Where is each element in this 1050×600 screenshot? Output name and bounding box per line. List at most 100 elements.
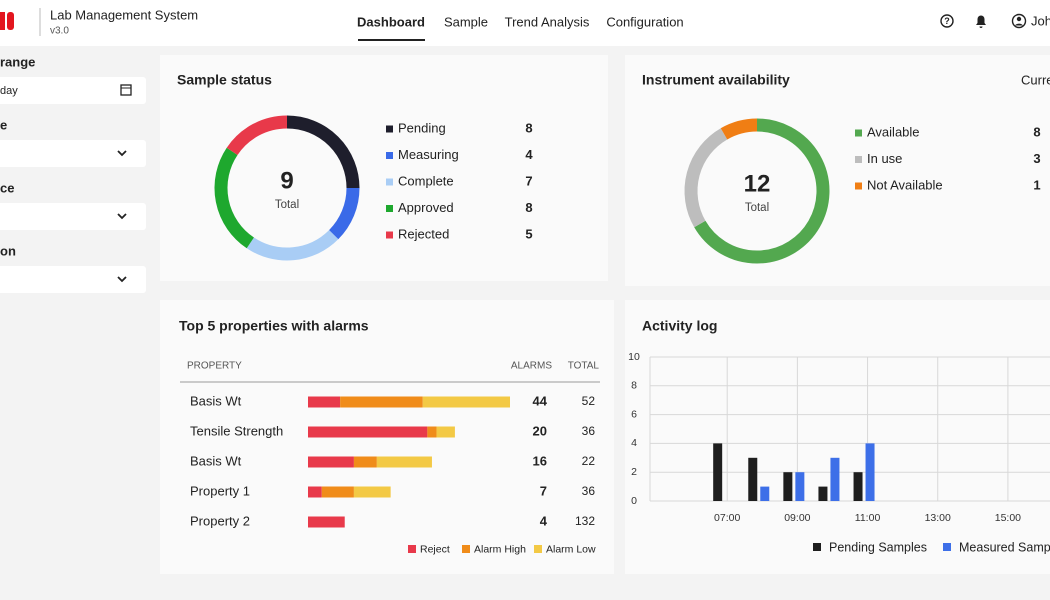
bar [830, 457, 840, 501]
alarm-count: 44 [533, 393, 548, 408]
column-header: TOTAL [568, 361, 600, 372]
nav-underline [358, 39, 425, 41]
donut-segment [214, 147, 255, 249]
legend-value: 3 [1033, 151, 1040, 166]
legend-swatch [855, 156, 862, 163]
donut-total-label: Total [745, 202, 769, 214]
nav-item[interactable]: Trend Analysis [505, 14, 590, 29]
card-note: Curre [1021, 72, 1050, 87]
alarm-bar [308, 486, 322, 498]
legend-label: Alarm High [474, 543, 526, 555]
donut-segment [684, 128, 728, 228]
alarm-count: 20 [533, 423, 547, 438]
alarm-bar [353, 456, 377, 468]
app-title: Lab Management System [50, 7, 198, 22]
bar [760, 486, 770, 501]
logo [0, 12, 5, 30]
total-count: 52 [582, 394, 596, 408]
y-tick-label: 4 [631, 437, 637, 449]
bar [865, 443, 875, 501]
legend-swatch [386, 152, 393, 159]
legend-swatch [855, 129, 862, 137]
chevron-icon [117, 276, 127, 283]
legend-swatch [462, 545, 470, 553]
legend-value: 4 [525, 147, 533, 162]
donut-total: 9 [280, 167, 293, 194]
filter-input[interactable] [0, 140, 146, 167]
legend-label: Pending Samples [829, 540, 927, 554]
legend-label: Pending [398, 120, 446, 135]
activity-chart: 0 2 4 6 8 10 07:00 09:00 11:00 13:00 15:00 Pending … [628, 351, 1050, 554]
bar [713, 443, 723, 501]
nav: Dashboard Sample Trend Analysis Configurati… [357, 14, 684, 41]
x-tick-label: 13:00 [925, 512, 951, 524]
nav-item[interactable]: Configuration [606, 14, 683, 29]
alarm-bar [308, 456, 354, 468]
legend-label: Complete [398, 173, 454, 188]
logo [7, 12, 14, 30]
legend-swatch [408, 545, 416, 553]
alarm-bar [308, 516, 345, 528]
legend-label: Measuring [398, 147, 459, 162]
legend-value: 8 [525, 120, 532, 135]
x-tick-label: 11:00 [855, 512, 881, 524]
chevron-icon [117, 213, 127, 220]
card [160, 55, 608, 281]
user-icon[interactable] [1011, 13, 1027, 29]
y-tick-label: 0 [631, 495, 637, 507]
y-tick-label: 6 [631, 408, 637, 420]
user-name[interactable]: Joh [1031, 13, 1050, 28]
legend-value: 5 [525, 226, 532, 241]
alarm-count: 7 [540, 483, 547, 498]
card-title: Sample status [177, 72, 272, 88]
legend-label: Not Available [867, 177, 943, 192]
alarm-bar [340, 396, 423, 408]
donut-segment [720, 118, 758, 140]
filter-input[interactable] [0, 266, 146, 293]
alarms-table: PROPERTY ALARMS TOTAL Basis Wt 44 52 Tensile S… [180, 361, 600, 555]
donut-segment [286, 115, 360, 189]
bar [818, 486, 828, 501]
x-tick-label: 07:00 [714, 512, 740, 524]
legend-value: 8 [1033, 124, 1040, 139]
filter-value: day [0, 85, 18, 97]
filter-label: e [0, 117, 7, 132]
legend-label: In use [867, 151, 902, 166]
help-icon[interactable]: ? [940, 14, 954, 28]
donut-total-label: Total [275, 199, 299, 211]
alarm-bar [436, 426, 455, 438]
instrument-availability: Available 8 In use 3 Not Available 1 12 Total [684, 118, 1041, 264]
total-count: 36 [582, 484, 596, 498]
sample-status: Pending 8 Measuring 4 Complete 7 Approved 8 Reje… [214, 115, 533, 261]
svg-text:?: ? [944, 16, 950, 26]
y-tick-label: 2 [631, 466, 637, 478]
legend-label: Rejected [398, 226, 449, 241]
nav-item[interactable]: Dashboard [357, 14, 425, 29]
legend-swatch [534, 545, 542, 553]
bell-icon[interactable] [976, 15, 986, 29]
total-count: 36 [582, 424, 596, 438]
legend-value: 7 [525, 173, 532, 188]
bar [748, 457, 758, 501]
legend-label: Alarm Low [546, 543, 596, 555]
legend-label: Approved [398, 200, 454, 215]
alarm-count: 16 [533, 453, 547, 468]
bar [783, 472, 793, 501]
property-name: Basis Wt [190, 453, 242, 468]
property-name: Basis Wt [190, 393, 242, 408]
alarm-bar [427, 426, 437, 438]
alarm-bar [308, 396, 341, 408]
filter-input[interactable] [0, 203, 146, 230]
legend-value: 1 [1033, 177, 1040, 192]
alarm-bar [422, 396, 510, 408]
total-count: 132 [575, 514, 595, 528]
card-title: Top 5 properties with alarms [179, 318, 369, 334]
donut-segment [694, 118, 830, 264]
nav-item[interactable]: Sample [444, 14, 488, 29]
legend-label: Available [867, 124, 920, 139]
column-header: ALARMS [511, 361, 552, 372]
total-count: 22 [582, 454, 596, 468]
chevron-icon [117, 150, 127, 157]
filter-input[interactable] [0, 77, 146, 104]
